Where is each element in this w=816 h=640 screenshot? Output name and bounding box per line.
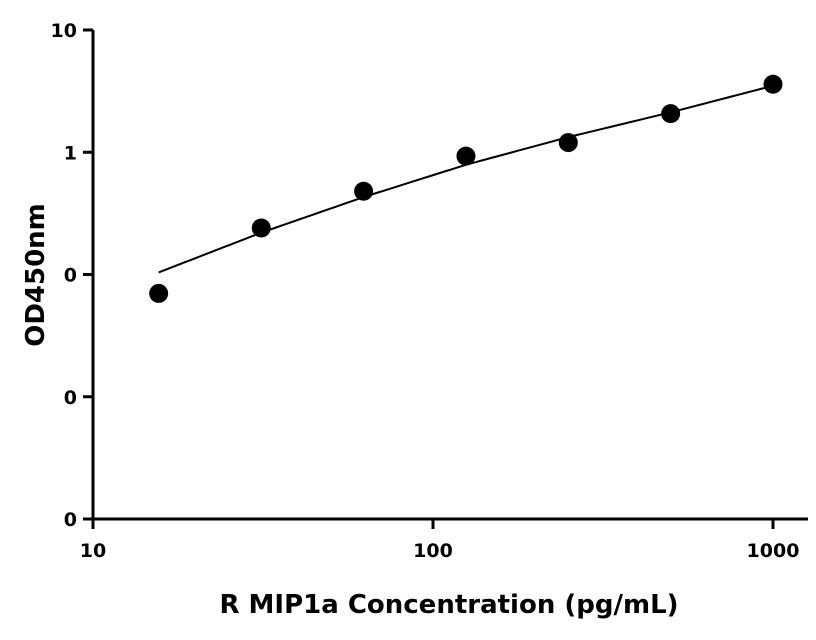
data-points xyxy=(149,74,783,303)
data-point xyxy=(558,133,578,153)
y-tick-label: 0 xyxy=(64,509,77,531)
data-point xyxy=(251,218,271,238)
data-point xyxy=(456,146,476,166)
x-axis-title: R MIP1a Concentration (pg/mL) xyxy=(219,590,678,620)
data-point xyxy=(354,181,374,201)
data-point xyxy=(149,283,169,303)
fit-curve xyxy=(158,84,774,274)
y-tick-label: 0 xyxy=(64,387,77,409)
x-tick-label: 1000 xyxy=(747,540,800,562)
y-tick-label: 0 xyxy=(64,265,77,287)
x-tick-label: 10 xyxy=(80,540,106,562)
data-point xyxy=(763,74,783,94)
y-tick-label: 1 xyxy=(64,142,77,164)
x-tick-label: 100 xyxy=(413,540,453,562)
data-point xyxy=(661,104,681,124)
fit-curve-group xyxy=(158,84,774,274)
y-tick-label: 10 xyxy=(51,20,77,42)
y-axis-title: OD450nm xyxy=(21,203,51,347)
ticks: 0 0 0 1 10 10 100 1000 xyxy=(51,20,800,562)
